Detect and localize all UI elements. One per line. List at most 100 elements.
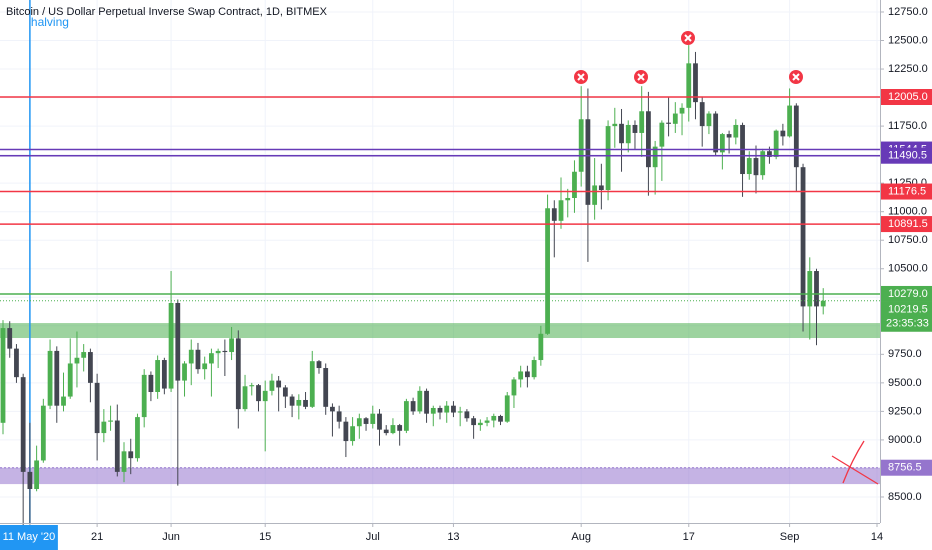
candle-body — [262, 390, 268, 402]
candle-body — [114, 420, 120, 472]
candle-body — [666, 122, 671, 124]
candle-body — [457, 411, 463, 413]
price-label-box — [881, 183, 932, 200]
candle-body — [605, 126, 611, 191]
candle-body — [706, 113, 712, 127]
candle-body — [7, 328, 13, 349]
candle-body — [592, 185, 598, 205]
candle-body — [471, 418, 477, 426]
x-tick-label: Jul — [366, 531, 380, 543]
candle-body — [323, 368, 329, 407]
candle-body — [256, 385, 261, 402]
candle-body — [222, 350, 228, 353]
candle-body — [276, 380, 282, 388]
candle-body — [47, 350, 53, 406]
candle-body — [195, 349, 201, 370]
candle-body — [330, 406, 335, 412]
candle-body — [679, 107, 685, 114]
candle-body — [20, 377, 26, 472]
price-label-box — [881, 88, 932, 105]
top-marker — [681, 31, 695, 45]
candle-body — [451, 405, 456, 413]
y-tick-label: 9500.0 — [888, 377, 922, 389]
candle-body — [74, 357, 80, 364]
top-marker — [789, 70, 803, 84]
candle-body — [81, 352, 87, 358]
candle-body — [686, 63, 692, 108]
candle-body — [336, 411, 342, 422]
x-tick-label: 11 May '20 — [3, 531, 56, 543]
x-tick-label: 21 — [91, 531, 103, 543]
x-tick-label: 17 — [683, 531, 695, 543]
candle-body — [800, 167, 806, 307]
candle-body — [632, 124, 638, 133]
candle-body — [531, 360, 537, 378]
candle-body — [202, 363, 208, 370]
candle-body — [309, 361, 315, 407]
candle-body — [726, 134, 732, 138]
candle-body — [598, 185, 604, 191]
candle-body — [538, 333, 544, 361]
price-label-box — [881, 147, 932, 164]
price-label: 10891.5 — [888, 218, 928, 230]
candle-body — [296, 399, 302, 406]
candle-body — [108, 420, 113, 422]
candle-body — [88, 352, 93, 383]
candle-body — [383, 429, 389, 434]
candle-body — [430, 407, 436, 414]
candle-body — [585, 119, 591, 205]
y-tick-label: 9000.0 — [888, 434, 922, 446]
candle-body — [161, 360, 167, 389]
x-tick-label: 13 — [447, 531, 459, 543]
x-tick-label: 15 — [259, 531, 271, 543]
candle-body — [814, 271, 819, 307]
candle-body — [229, 338, 234, 353]
candle-body — [807, 271, 813, 307]
candle-body — [639, 111, 645, 133]
candle-body — [121, 451, 127, 472]
price-label: 8756.5 — [888, 462, 922, 474]
top-marker — [574, 70, 588, 84]
candle-body — [760, 151, 766, 176]
candle-body — [34, 460, 40, 489]
candle-body — [215, 350, 221, 354]
top-marker — [634, 70, 648, 84]
price-label: 11176.5 — [888, 185, 926, 197]
zone — [0, 323, 880, 339]
candle-body — [242, 386, 248, 410]
y-tick-label: 11000.0 — [888, 206, 927, 218]
candle-body — [558, 200, 564, 221]
candle-body — [94, 382, 100, 434]
candle-body — [773, 130, 779, 157]
candle-body — [484, 420, 490, 423]
candle-body — [316, 361, 322, 369]
price-label: 12005.0 — [888, 91, 928, 103]
candle-body — [403, 401, 409, 431]
candle-body — [356, 418, 362, 427]
candle-body — [444, 405, 450, 413]
candle-body — [40, 405, 46, 461]
candle-body — [491, 415, 497, 421]
candle-body — [787, 105, 792, 137]
candle-body — [390, 425, 396, 434]
candle-body — [209, 353, 214, 364]
y-tick-label: 12250.0 — [888, 63, 928, 75]
chart-title: Bitcoin / US Dollar Perpetual Inverse Sw… — [6, 6, 328, 18]
candle-body — [128, 451, 134, 459]
candle-body — [572, 171, 577, 198]
price-label-box — [881, 216, 932, 233]
candle-body — [780, 130, 786, 137]
x-tick-label: Aug — [571, 531, 591, 543]
candle-body — [525, 371, 530, 378]
candle-body — [619, 123, 624, 144]
candle-body — [14, 348, 19, 378]
candle-body — [141, 374, 147, 418]
x-tick-highlight — [0, 525, 58, 550]
candle-body — [551, 208, 557, 221]
countdown-label: 23:35:33 — [886, 318, 929, 330]
candle-body — [101, 421, 107, 434]
candle-body — [249, 385, 255, 387]
candle-body — [0, 328, 6, 423]
y-tick-label: 9750.0 — [888, 348, 922, 360]
